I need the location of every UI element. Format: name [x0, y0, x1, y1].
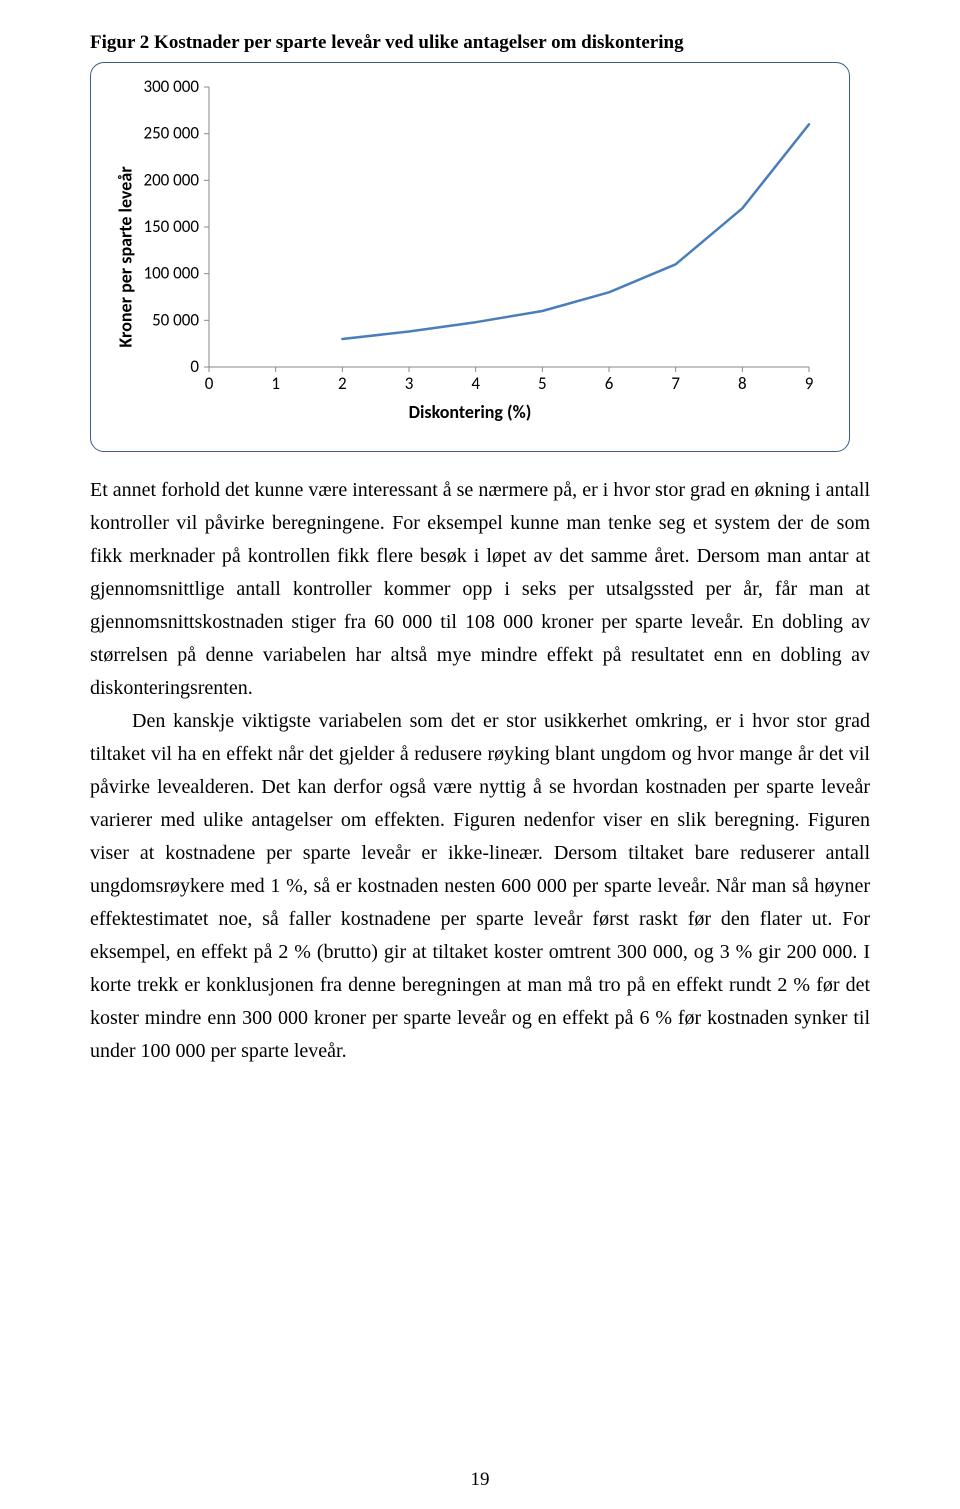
svg-text:5: 5: [538, 373, 547, 394]
svg-text:150 000: 150 000: [143, 216, 199, 237]
line-chart: 0 50 000 100 000 150 000 200 000 250 000 300 0…: [109, 77, 829, 397]
body-text: Et annet forhold det kunne være interess…: [90, 474, 870, 1068]
svg-text:2: 2: [338, 373, 347, 394]
svg-text:3: 3: [405, 373, 414, 394]
svg-text:200 000: 200 000: [143, 169, 199, 190]
figure-title: Figur 2 Kostnader per sparte leveår ved …: [90, 32, 870, 54]
svg-text:100 000: 100 000: [143, 263, 199, 284]
paragraph-1: Et annet forhold det kunne være interess…: [90, 474, 870, 705]
svg-text:0: 0: [205, 373, 214, 394]
svg-text:250 000: 250 000: [143, 123, 199, 144]
svg-text:0: 0: [190, 356, 199, 377]
svg-text:6: 6: [605, 373, 614, 394]
svg-text:4: 4: [471, 373, 480, 394]
y-axis-label: Kroner per sparte leveår: [114, 166, 136, 347]
chart-frame: Kroner per sparte leveår 0 50 000 100 000 1…: [90, 62, 850, 452]
paragraph-2: Den kanskje viktigste variabelen som det…: [90, 705, 870, 1068]
svg-text:1: 1: [271, 373, 280, 394]
svg-text:7: 7: [671, 373, 680, 394]
page-number: 19: [0, 1469, 960, 1491]
svg-text:9: 9: [805, 373, 814, 394]
svg-text:300 000: 300 000: [143, 77, 199, 97]
x-axis-label: Diskontering (%): [109, 401, 831, 423]
svg-text:50 000: 50 000: [152, 309, 199, 330]
svg-text:8: 8: [738, 373, 747, 394]
